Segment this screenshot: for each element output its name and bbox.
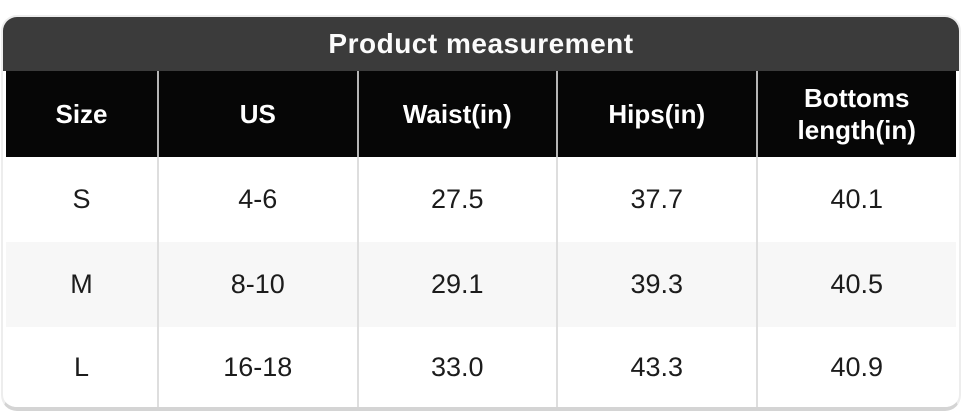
table-cell: 27.5 bbox=[356, 157, 557, 242]
table-cell: 8-10 bbox=[157, 242, 358, 327]
column-header-size: Size bbox=[6, 71, 158, 157]
table-cell: M bbox=[6, 242, 158, 327]
table-title: Product measurement bbox=[3, 17, 959, 71]
table-cell: 39.3 bbox=[556, 242, 757, 327]
table-cell: 16-18 bbox=[157, 327, 358, 407]
table-cell: 43.3 bbox=[556, 327, 757, 407]
table-cell: 40.9 bbox=[755, 327, 956, 407]
column-header-bottoms-length: Bottoms length(in) bbox=[755, 71, 956, 157]
table-wrapper: Size US Waist(in) Hips(in) Bottoms lengt… bbox=[3, 71, 959, 407]
table-row-s: S 4-6 27.5 37.7 40.1 bbox=[6, 157, 956, 242]
column-header-hips: Hips(in) bbox=[556, 71, 757, 157]
column-header-waist: Waist(in) bbox=[356, 71, 557, 157]
measurement-card: Product measurement Size US Waist(in) Hi… bbox=[1, 15, 961, 411]
header-row: Size US Waist(in) Hips(in) Bottoms lengt… bbox=[6, 71, 956, 157]
table-cell: 33.0 bbox=[356, 327, 557, 407]
table-row-l: L 16-18 33.0 43.3 40.9 bbox=[6, 327, 956, 407]
table-cell: L bbox=[6, 327, 158, 407]
column-header-us: US bbox=[157, 71, 358, 157]
measurement-table: Size US Waist(in) Hips(in) Bottoms lengt… bbox=[6, 71, 956, 407]
table-cell: S bbox=[6, 157, 158, 242]
table-cell: 37.7 bbox=[556, 157, 757, 242]
table-cell: 40.1 bbox=[755, 157, 956, 242]
table-cell: 4-6 bbox=[157, 157, 358, 242]
table-cell: 40.5 bbox=[755, 242, 956, 327]
table-row-m: M 8-10 29.1 39.3 40.5 bbox=[6, 242, 956, 327]
table-cell: 29.1 bbox=[356, 242, 557, 327]
